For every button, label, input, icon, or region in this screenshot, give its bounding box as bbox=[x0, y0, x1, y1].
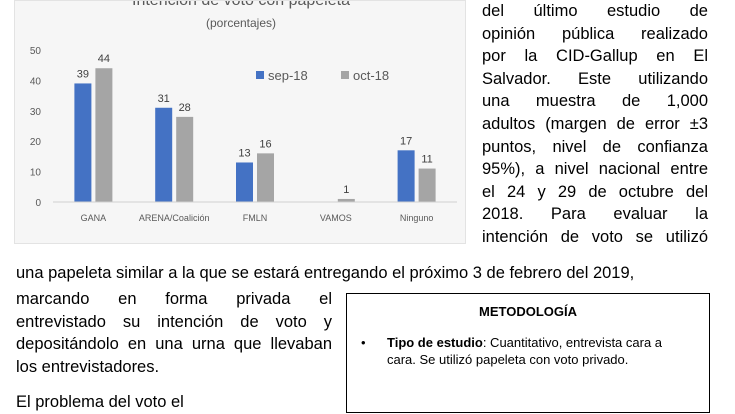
data-label: 16 bbox=[259, 138, 271, 150]
data-label: 17 bbox=[400, 135, 412, 147]
y-axis: 0 10 20 30 40 50 bbox=[30, 46, 42, 209]
y-tick-label: 20 bbox=[30, 137, 42, 148]
text-line: depositándolo en una urna que llevaban bbox=[16, 335, 332, 354]
right-paragraph: del último estudio de opinión pública re… bbox=[482, 0, 708, 249]
category-label: VAMOS bbox=[320, 213, 352, 223]
bar-chart-svg: Intención de voto con papeleta (porcenta… bbox=[30, 1, 457, 223]
text-line: el 24 y 29 de octubre del bbox=[482, 182, 708, 201]
bar-sep-18 bbox=[236, 162, 253, 202]
plot-area: 39 44 31 28 13 16 1 17 11 bbox=[74, 53, 436, 203]
text-line: marcando en forma privada el bbox=[16, 290, 332, 308]
x-axis: GANA ARENA/Coalición FMLN VAMOS Ninguno bbox=[53, 201, 457, 223]
methodology-title: METODOLOGÍA bbox=[479, 304, 577, 319]
bar-oct-18 bbox=[337, 198, 355, 202]
methodology-box: METODOLOGÍA • Tipo de estudio: Cuantitat… bbox=[346, 293, 710, 413]
data-label: 11 bbox=[421, 154, 432, 166]
category-label: Ninguno bbox=[400, 213, 434, 223]
text-line: intención de voto se utilizó bbox=[482, 227, 708, 246]
legend-swatch-oct-18 bbox=[341, 71, 349, 79]
y-tick-label: 30 bbox=[30, 107, 42, 118]
legend-swatch-sep-18 bbox=[256, 71, 264, 79]
text-line: una muestra de 1,000 bbox=[482, 92, 708, 111]
text-line: Salvador. Este utilizando bbox=[482, 69, 708, 88]
methodology-item-text: Tipo de estudio: Cuantitativo, entrevist… bbox=[387, 334, 687, 368]
bar-oct-18 bbox=[176, 116, 194, 202]
data-label: 13 bbox=[238, 147, 250, 159]
data-label: 1 bbox=[343, 184, 349, 196]
text-line: por la CID-Gallup en El bbox=[482, 47, 708, 66]
y-tick-label: 0 bbox=[35, 198, 41, 209]
bar-oct-18 bbox=[418, 168, 436, 202]
category-label: FMLN bbox=[243, 213, 268, 223]
left-paragraph: marcando en forma privada el entrevistad… bbox=[16, 288, 332, 378]
next-paragraph-start: El problema del voto el bbox=[16, 393, 184, 411]
category-label: ARENA/Coalición bbox=[139, 213, 210, 223]
bar-sep-18 bbox=[155, 107, 173, 202]
y-tick-label: 40 bbox=[30, 76, 42, 87]
text-line: los entrevistadores. bbox=[16, 357, 160, 376]
bar-sep-18 bbox=[397, 150, 415, 202]
y-tick-label: 10 bbox=[30, 168, 42, 179]
methodology-item-body: : Cuantitativo, entrevista cara a cara. … bbox=[387, 335, 663, 367]
data-label: 31 bbox=[158, 93, 170, 105]
text-line: 2018. Para evaluar la bbox=[482, 205, 708, 224]
category-label: GANA bbox=[81, 213, 107, 223]
bar-oct-18 bbox=[257, 153, 274, 202]
data-label: 39 bbox=[77, 68, 89, 80]
text-line: opinión pública realizado bbox=[482, 24, 708, 43]
chart-title: Intención de voto con papeleta bbox=[132, 1, 350, 9]
methodology-item-label: Tipo de estudio bbox=[387, 335, 483, 350]
y-tick-label: 50 bbox=[30, 46, 42, 57]
legend-label-oct-18: oct-18 bbox=[353, 68, 389, 83]
text-line: entrevistado su intención de voto y bbox=[16, 312, 332, 331]
bar-oct-18 bbox=[95, 68, 113, 203]
text-line: del último estudio de bbox=[482, 2, 708, 20]
legend-label-sep-18: sep-18 bbox=[268, 68, 308, 83]
vote-intention-chart: Intención de voto con papeleta (porcenta… bbox=[14, 0, 466, 244]
text-line: 95%), a nivel nacional entre bbox=[482, 160, 708, 179]
data-label: 44 bbox=[98, 53, 110, 65]
chart-subtitle: (porcentajes) bbox=[206, 16, 276, 30]
data-label: 28 bbox=[179, 102, 191, 114]
bullet-icon: • bbox=[361, 335, 366, 350]
text-line: adultos (margen de error ±3 bbox=[482, 114, 708, 133]
text-line: puntos, nivel de confianza bbox=[482, 137, 708, 156]
full-width-text-line: una papeleta similar a la que se estará … bbox=[16, 264, 635, 282]
bar-sep-18 bbox=[74, 83, 92, 202]
chart-legend: sep-18 oct-18 bbox=[256, 68, 389, 83]
